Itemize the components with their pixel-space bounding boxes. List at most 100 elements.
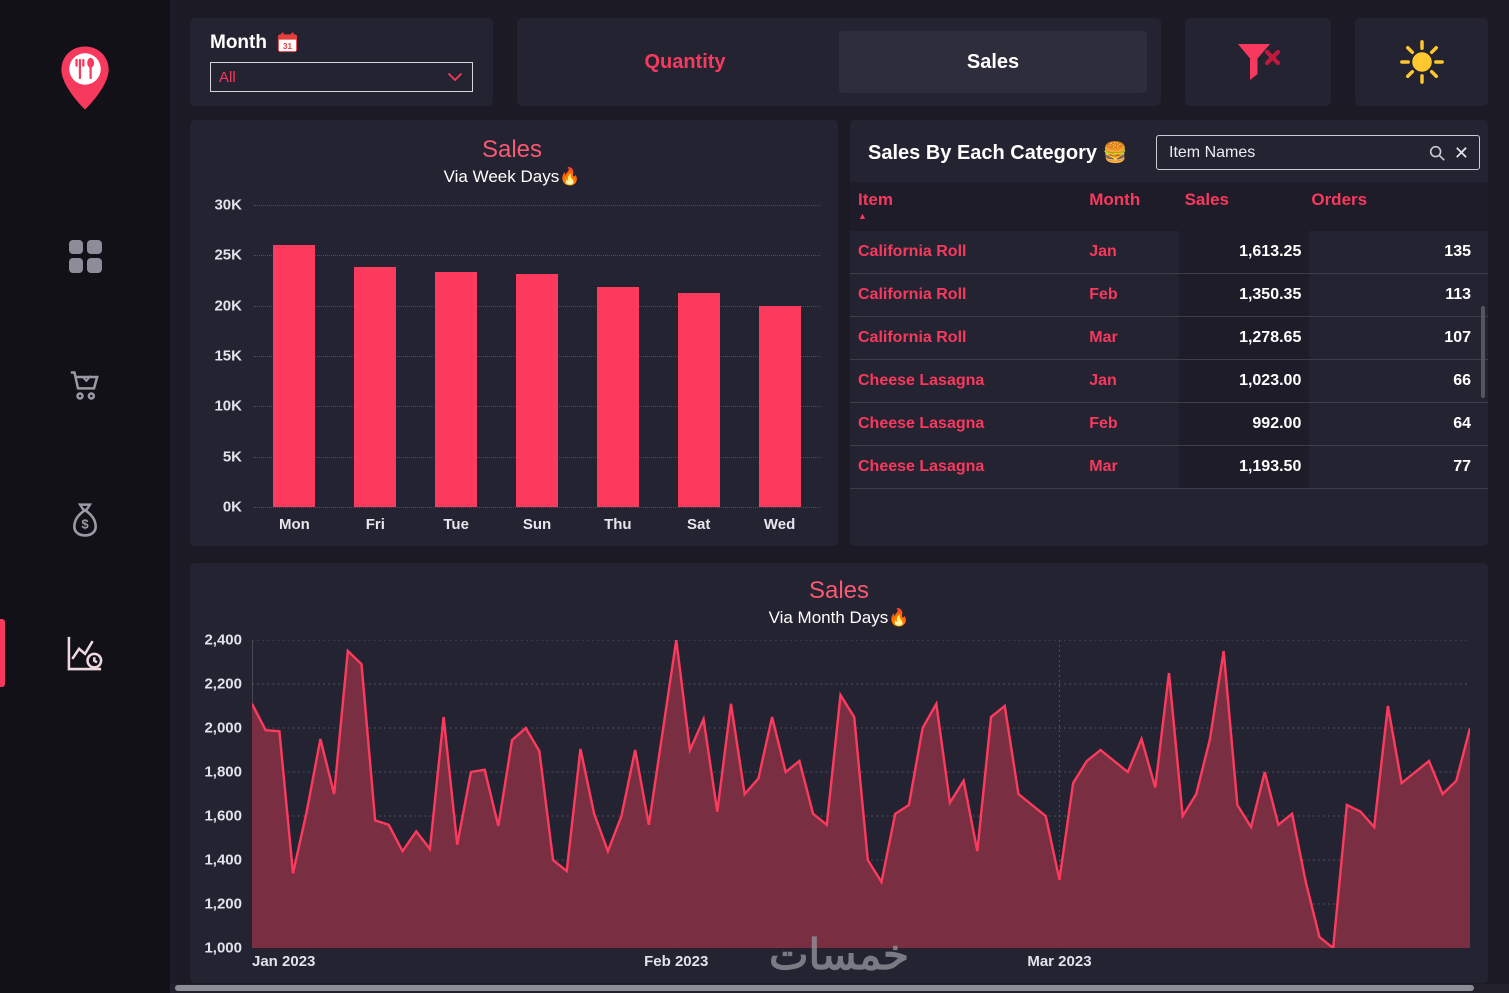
sort-ascending-icon: ▲: [858, 211, 867, 221]
restaurant-location-pin-icon: [58, 44, 112, 117]
table-scrollbar[interactable]: [1481, 306, 1485, 398]
money-bag-icon: $: [73, 503, 97, 537]
table-row[interactable]: California Roll Feb 1,350.35 113: [850, 274, 1488, 317]
column-header-orders[interactable]: Orders: [1311, 190, 1368, 209]
bar-x-label: Fri: [365, 516, 385, 533]
calendar-31-icon: 31: [277, 32, 298, 53]
table-title: Sales By Each Category 🍔: [868, 142, 1128, 164]
area-y-tick: 2,000: [204, 719, 242, 737]
monthday-sales-chart: Sales Via Month Days🔥 2,400 2,200 2,000 1,8…: [190, 563, 1488, 983]
table-row[interactable]: Cheese Lasagna Feb 992.00 64: [850, 403, 1488, 446]
area-y-tick: 1,800: [204, 763, 242, 781]
area-line: [252, 640, 1470, 948]
column-header-item[interactable]: Item ▲: [850, 182, 1089, 231]
area-y-tick: 2,200: [204, 675, 242, 693]
table-body: California Roll Jan 1,613.25 135 California …: [850, 231, 1488, 489]
cell-item: Cheese Lasagna: [858, 458, 985, 475]
area-x-axis: Jan 2023 Feb 2023 Mar 2023: [252, 953, 1470, 973]
month-dropdown[interactable]: All: [210, 62, 473, 92]
table-row[interactable]: Cheese Lasagna Mar 1,193.50 77: [850, 446, 1488, 489]
cell-sales: 1,023.00: [1178, 360, 1310, 402]
category-sales-table: Sales By Each Category 🍔 ✕ Item ▲ Mon: [850, 120, 1488, 546]
cell-sales: 1,350.35: [1178, 274, 1310, 316]
area-y-tick: 1,200: [204, 895, 242, 913]
sidebar-item-finance[interactable]: $: [0, 498, 170, 542]
bar-sat[interactable]: [677, 293, 720, 507]
bar-thu[interactable]: [596, 287, 639, 507]
bar-plot-area: [254, 205, 820, 508]
table-row[interactable]: Cheese Lasagna Jan 1,023.00 66: [850, 360, 1488, 403]
bar-mon[interactable]: [273, 245, 316, 507]
cell-orders: 107: [1444, 329, 1471, 346]
bar-column: [658, 205, 739, 507]
sidebar-item-orders[interactable]: [0, 364, 170, 406]
table-row[interactable]: California Roll Jan 1,613.25 135: [850, 231, 1488, 274]
area-y-tick: 1,400: [204, 851, 242, 869]
cell-item: Cheese Lasagna: [858, 415, 985, 432]
column-header-month[interactable]: Month: [1089, 190, 1141, 209]
chevron-down-icon: [438, 63, 472, 91]
horizontal-scrollbar-thumb[interactable]: [175, 985, 1474, 991]
month-filter-label: Month: [210, 31, 267, 53]
bar-column: [577, 205, 658, 507]
svg-text:31: 31: [283, 42, 293, 51]
close-icon[interactable]: ✕: [1453, 142, 1469, 163]
bar-x-axis: Mon Fri Tue Sun Thu Sat Wed: [254, 516, 820, 533]
measure-toggle: Quantity Sales: [517, 18, 1161, 106]
cell-month: Feb: [1089, 286, 1118, 303]
monthday-chart-subtitle: Via Month Days🔥: [768, 608, 910, 627]
bar-fri[interactable]: [354, 267, 397, 507]
column-header-sales[interactable]: Sales: [1184, 190, 1229, 209]
area-plot: [252, 640, 1470, 948]
cell-month: Mar: [1089, 458, 1118, 475]
bar-x-label: Sun: [522, 516, 552, 533]
active-nav-accent: [0, 619, 5, 687]
bar-column: [416, 205, 497, 507]
bar-x-label: Thu: [604, 516, 632, 533]
cell-item: California Roll: [858, 286, 967, 303]
funnel-clear-icon: [1238, 44, 1281, 80]
sales-trend-clock-chart-icon: [67, 636, 103, 671]
sun-icon: [1399, 40, 1444, 84]
bar-tue[interactable]: [435, 271, 478, 507]
bar-x-label: Sat: [687, 516, 711, 533]
cell-orders: 135: [1444, 243, 1471, 260]
cell-item: California Roll: [858, 329, 967, 346]
area-x-tick: Jan 2023: [252, 953, 316, 970]
sidebar-item-trends-active[interactable]: [0, 616, 170, 690]
clear-filters-button[interactable]: [1185, 18, 1331, 106]
item-search-input[interactable]: [1169, 143, 1422, 162]
cell-month: Jan: [1089, 372, 1117, 389]
cell-month: Jan: [1089, 243, 1117, 260]
sales-toggle-button[interactable]: Sales: [839, 31, 1147, 93]
gridline: [254, 205, 820, 206]
month-dropdown-value: All: [219, 68, 236, 86]
bar-column: [335, 205, 416, 507]
cell-orders: 77: [1453, 458, 1471, 475]
area-y-tick: 1,600: [204, 807, 242, 825]
area-chart-svg[interactable]: [252, 640, 1470, 948]
sidebar-item-dashboard[interactable]: [0, 238, 170, 274]
cell-item: Cheese Lasagna: [858, 372, 985, 389]
bar-y-tick: 15K: [214, 347, 242, 365]
horizontal-scrollbar: [170, 984, 1509, 993]
area-y-axis: 2,400 2,200 2,000 1,800 1,600 1,400 1,200 1,000: [190, 632, 252, 957]
area-y-tick: 1,000: [204, 939, 242, 957]
weekday-chart-subtitle: Via Week Days🔥: [443, 167, 581, 186]
bar-x-label: Mon: [279, 516, 310, 533]
table-row[interactable]: California Roll Mar 1,278.65 107: [850, 317, 1488, 360]
cell-orders: 113: [1445, 286, 1471, 303]
svg-text:$: $: [81, 516, 89, 531]
bar-wed[interactable]: [758, 306, 801, 507]
search-icon[interactable]: [1428, 144, 1446, 162]
bar-y-axis: 30K 25K 20K 15K 10K 5K 0K: [204, 197, 254, 516]
main-content: Month 31 All Quanti: [170, 0, 1509, 993]
bar-column: [497, 205, 578, 507]
theme-toggle-button[interactable]: [1355, 18, 1488, 106]
cell-month: Mar: [1089, 329, 1118, 346]
quantity-toggle-button[interactable]: Quantity: [644, 50, 726, 73]
bar-sun[interactable]: [516, 273, 558, 507]
cell-orders: 64: [1453, 415, 1471, 432]
watermark: خمسات: [768, 931, 910, 978]
cell-orders: 66: [1453, 372, 1471, 389]
